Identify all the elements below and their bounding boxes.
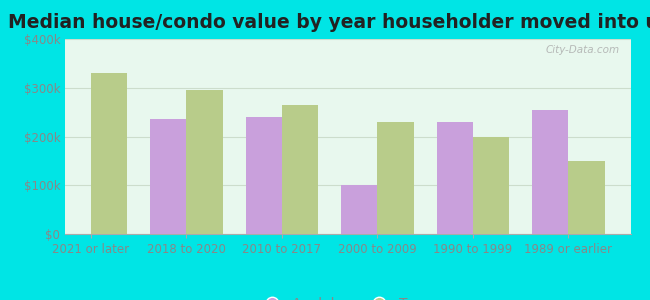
Bar [569, 161, 604, 234]
Bar [532, 110, 569, 234]
Bar [473, 136, 509, 234]
Bar [246, 117, 282, 234]
Bar [91, 73, 127, 234]
Bar [282, 105, 318, 234]
Bar [341, 185, 378, 234]
Bar [378, 122, 413, 234]
Bar [437, 122, 473, 234]
Legend: Appleby, Texas: Appleby, Texas [253, 292, 443, 300]
Bar [150, 119, 187, 234]
Text: City-Data.com: City-Data.com [545, 45, 619, 55]
Bar [187, 90, 222, 234]
Title: Median house/condo value by year householder moved into unit: Median house/condo value by year househo… [8, 13, 650, 32]
